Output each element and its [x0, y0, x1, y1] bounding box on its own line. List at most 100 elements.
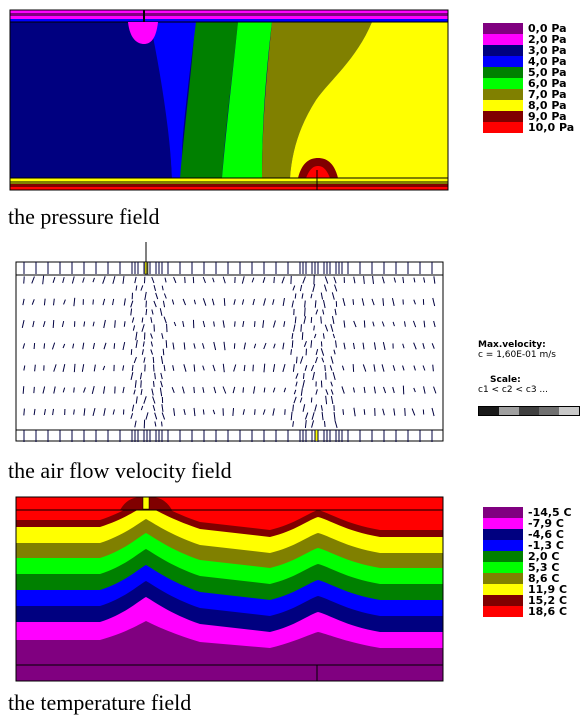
velocity-arrow [413, 299, 416, 305]
velocity-arrow [140, 388, 143, 396]
legend-swatch [483, 100, 523, 111]
pressure-low-bubble [128, 22, 158, 44]
legend-swatch [483, 584, 523, 595]
legend-label: 10,0 Pa [528, 121, 575, 134]
scale-swatch [479, 407, 499, 415]
velocity-arrow [152, 404, 156, 412]
velocity-arrow [193, 407, 196, 417]
velocity-arrow [320, 405, 323, 411]
velocity-arrow [34, 364, 36, 372]
velocity-arrow [304, 307, 306, 317]
velocity-arrow [31, 299, 35, 305]
velocity-arrow [23, 365, 26, 371]
velocity-arrow [213, 341, 217, 351]
velocity-arrow [62, 343, 66, 349]
velocity-arrow [311, 420, 315, 428]
velocity-arrow [33, 408, 36, 416]
velocity-arrow [263, 387, 266, 393]
pressure-region-6pa [222, 22, 272, 178]
velocity-arrow [135, 396, 138, 404]
velocity-arrow [383, 386, 387, 394]
legend-label: 4,0 Pa [528, 55, 567, 68]
velocity-arrow [292, 404, 294, 412]
velocity-arrow [182, 320, 185, 328]
velocity-arrow [262, 409, 266, 415]
velocity-arrow [333, 349, 336, 355]
legend-swatch [483, 562, 523, 573]
legend-swatch [483, 540, 523, 551]
max-velocity-value: c = 1,60E-01 m/s [478, 350, 556, 360]
velocity-vectors [21, 262, 437, 442]
velocity-arrow [131, 404, 135, 412]
velocity-arrow [151, 388, 154, 396]
velocity-arrow [173, 408, 176, 416]
velocity-arrow [223, 341, 226, 351]
velocity-arrow [304, 300, 306, 308]
legend-swatch [483, 606, 523, 617]
velocity-arrow [202, 409, 205, 415]
velocity-arrow [222, 386, 227, 394]
velocity-arrow [324, 324, 329, 332]
velocity-arrow [163, 316, 167, 324]
velocity-arrow [331, 292, 335, 300]
velocity-arrow [299, 397, 303, 403]
pressure-region-7pa [262, 22, 372, 178]
velocity-arrow [92, 408, 96, 416]
legend-label: 5,0 Pa [528, 66, 567, 79]
velocity-arrow [83, 408, 86, 416]
velocity-arrow [402, 365, 405, 371]
legend-entry: -1,3 C [483, 539, 581, 552]
velocity-arrow [315, 309, 319, 315]
velocity-arrow [322, 309, 325, 315]
velocity-arrow [202, 298, 207, 306]
velocity-arrow [164, 277, 167, 283]
velocity-arrow [323, 421, 326, 427]
velocity-arrow [171, 299, 175, 305]
velocity-arrow [103, 408, 106, 416]
velocity-arrow [272, 408, 275, 416]
pressure-caption: the pressure field [8, 204, 160, 229]
velocity-arrow [403, 321, 406, 327]
velocity-arrow [211, 298, 215, 306]
velocity-arrow [241, 299, 245, 305]
velocity-arrow [321, 411, 324, 421]
velocity-arrow [291, 300, 294, 308]
velocity-arrow [303, 341, 307, 347]
velocity-arrow [134, 420, 137, 428]
velocity-arrow [213, 386, 217, 394]
velocity-arrow [295, 381, 298, 387]
velocity-arrow [73, 297, 76, 307]
velocity-arrow [122, 386, 125, 394]
velocity-arrow [282, 297, 285, 307]
legend-label: 0,0 Pa [528, 22, 567, 35]
velocity-arrow [43, 343, 46, 349]
velocity-arrow [234, 321, 236, 327]
legend-entry: 2,0 C [483, 550, 581, 563]
velocity-arrow [272, 299, 275, 305]
velocity-arrow [103, 386, 106, 394]
velocity-arrow [162, 300, 166, 308]
legend-label: 5,3 C [528, 561, 560, 574]
velocity-arrow [132, 325, 136, 331]
velocity-arrow [413, 387, 416, 393]
velocity-arrow [262, 320, 265, 328]
velocity-arrow [295, 373, 299, 379]
velocity-arrow [300, 388, 303, 396]
velocity-arrow [332, 333, 336, 339]
legend-label: 3,0 Pa [528, 44, 567, 57]
legend-entry: 8,0 Pa [483, 99, 581, 112]
velocity-arrow [233, 299, 236, 305]
velocity-arrow [302, 373, 305, 379]
velocity-arrow [263, 363, 266, 373]
velocity-arrow [103, 319, 106, 329]
velocity-arrow [159, 387, 163, 397]
legend-swatch [483, 122, 523, 133]
velocity-arrow [183, 342, 186, 350]
velocity-arrow [73, 409, 75, 415]
velocity-arrow [272, 364, 276, 372]
velocity-arrow [114, 320, 116, 328]
velocity-arrow [113, 343, 116, 349]
velocity-arrow [362, 364, 367, 372]
velocity-arrow [302, 276, 306, 284]
velocity-arrow [51, 342, 56, 350]
